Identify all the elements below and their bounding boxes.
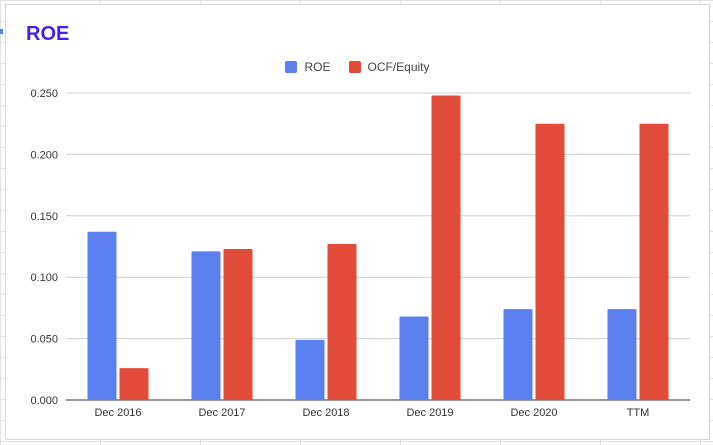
chart-card[interactable]: ROE ROE OCF/Equity 0.000 0.050 0.100 0.150 0… bbox=[5, 4, 710, 440]
y-tick-label: 0.000 bbox=[30, 395, 58, 407]
bar-chart-plot: 0.000 0.050 0.100 0.150 0.200 0.250 Dec 2016 De… bbox=[30, 88, 690, 419]
x-tick-label: TTM bbox=[627, 407, 650, 419]
bar-roe-dec-2018[interactable] bbox=[295, 339, 325, 400]
y-tick-label: 0.250 bbox=[30, 88, 58, 100]
x-tick-label: Dec 2017 bbox=[198, 407, 245, 419]
chart-title: ROE bbox=[26, 23, 70, 45]
legend-label-roe: ROE bbox=[304, 60, 331, 74]
legend-swatch-roe bbox=[285, 61, 298, 73]
bar-roe-dec-2020[interactable] bbox=[503, 309, 533, 400]
legend-item-ocf-equity[interactable]: OCF/Equity bbox=[348, 60, 430, 74]
bar-roe-dec-2019[interactable] bbox=[399, 316, 429, 400]
bar-ocf-equity-dec-2018[interactable] bbox=[327, 244, 357, 400]
chart-legend: ROE OCF/Equity bbox=[6, 60, 709, 74]
legend-swatch-ocf-equity bbox=[348, 61, 361, 73]
bar-ocf-equity-dec-2016[interactable] bbox=[119, 368, 149, 400]
selection-marker bbox=[0, 29, 3, 34]
bar-roe-dec-2016[interactable] bbox=[87, 231, 117, 400]
x-tick-label: Dec 2016 bbox=[94, 407, 141, 419]
legend-label-ocf-equity: OCF/Equity bbox=[367, 60, 430, 74]
bar-ocf-equity-ttm[interactable] bbox=[639, 123, 669, 400]
x-tick-label: Dec 2020 bbox=[510, 407, 557, 419]
bar-ocf-equity-dec-2020[interactable] bbox=[535, 123, 565, 400]
x-tick-label: Dec 2018 bbox=[302, 407, 349, 419]
y-tick-label: 0.200 bbox=[30, 149, 58, 161]
bar-roe-dec-2017[interactable] bbox=[191, 251, 221, 400]
x-tick-label: Dec 2019 bbox=[406, 407, 453, 419]
bar-ocf-equity-dec-2019[interactable] bbox=[431, 95, 461, 401]
y-tick-label: 0.050 bbox=[30, 334, 58, 346]
y-tick-label: 0.100 bbox=[30, 272, 58, 284]
y-tick-label: 0.150 bbox=[30, 211, 58, 223]
bar-roe-ttm[interactable] bbox=[607, 309, 637, 400]
legend-item-roe[interactable]: ROE bbox=[285, 60, 331, 74]
bar-ocf-equity-dec-2017[interactable] bbox=[223, 248, 253, 400]
